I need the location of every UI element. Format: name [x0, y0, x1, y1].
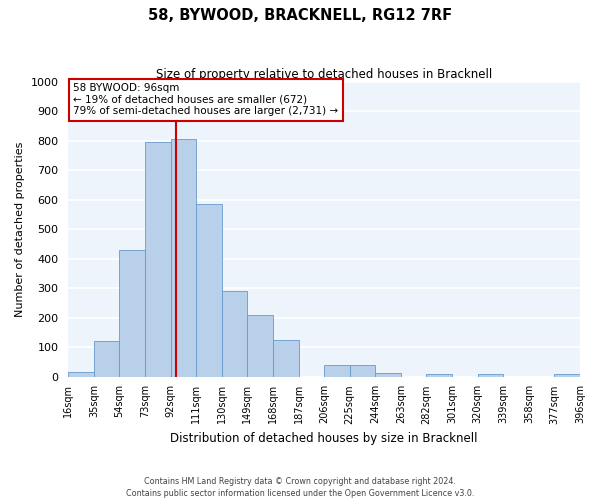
Text: 58, BYWOOD, BRACKNELL, RG12 7RF: 58, BYWOOD, BRACKNELL, RG12 7RF: [148, 8, 452, 22]
Bar: [554, 374, 580, 376]
Bar: [427, 374, 452, 376]
Bar: [119, 250, 145, 376]
Bar: [376, 373, 401, 376]
Bar: [324, 364, 350, 376]
Title: Size of property relative to detached houses in Bracknell: Size of property relative to detached ho…: [156, 68, 492, 80]
Bar: [68, 372, 94, 376]
Text: Contains HM Land Registry data © Crown copyright and database right 2024.
Contai: Contains HM Land Registry data © Crown c…: [126, 476, 474, 498]
Bar: [478, 374, 503, 376]
Bar: [196, 204, 222, 376]
X-axis label: Distribution of detached houses by size in Bracknell: Distribution of detached houses by size …: [170, 432, 478, 445]
Bar: [170, 139, 196, 376]
Bar: [350, 364, 376, 376]
Bar: [145, 142, 170, 376]
Y-axis label: Number of detached properties: Number of detached properties: [15, 142, 25, 317]
Text: 58 BYWOOD: 96sqm
← 19% of detached houses are smaller (672)
79% of semi-detached: 58 BYWOOD: 96sqm ← 19% of detached house…: [73, 83, 338, 116]
Bar: [247, 314, 273, 376]
Bar: [273, 340, 299, 376]
Bar: [222, 291, 247, 376]
Bar: [94, 341, 119, 376]
